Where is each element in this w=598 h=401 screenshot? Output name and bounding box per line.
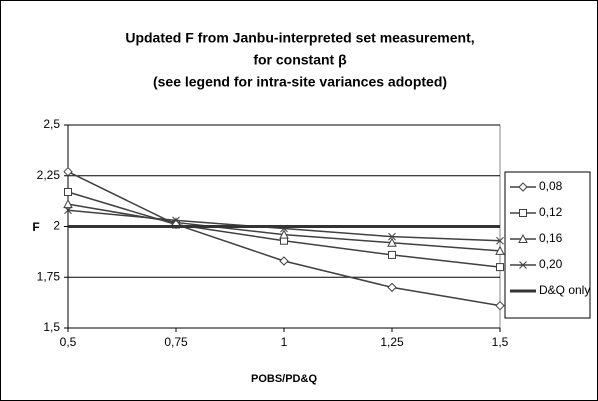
y-tick-label: 1,5 (43, 320, 60, 334)
x-axis-label: POBS/PD&Q (251, 373, 317, 385)
marker (496, 263, 504, 272)
marker (519, 261, 527, 269)
marker (495, 300, 505, 311)
y-tick-label: 2,5 (43, 117, 60, 131)
legend-label: D&Q only (539, 283, 590, 297)
chart-title: for constant β (253, 52, 347, 68)
marker (519, 209, 527, 217)
marker (518, 233, 528, 243)
x-tick-label: 1 (281, 335, 288, 349)
marker (387, 237, 397, 247)
legend-label: 0,12 (539, 205, 563, 219)
x-tick-label: 0,75 (164, 335, 188, 349)
marker (279, 229, 289, 239)
marker (64, 187, 72, 196)
marker (496, 236, 504, 245)
marker (172, 216, 180, 225)
x-tick-label: 1,25 (380, 335, 404, 349)
marker (63, 199, 73, 209)
legend-label: 0,16 (539, 231, 563, 245)
y-axis-label: F (32, 220, 39, 234)
marker (63, 166, 73, 177)
x-tick-label: 0,5 (60, 335, 77, 349)
y-tick-label: 2,25 (37, 168, 61, 182)
marker (279, 256, 289, 266)
legend-box (504, 171, 591, 319)
legend-label: 0,08 (539, 179, 563, 193)
x-tick-label: 1,5 (492, 335, 509, 349)
marker (388, 232, 396, 241)
chart-title: Updated F from Janbu-interpreted set mea… (125, 30, 474, 46)
marker (387, 282, 397, 293)
legend-label: 0,20 (539, 257, 563, 271)
marker (64, 206, 72, 215)
y-tick-label: 1,75 (37, 269, 61, 283)
chart-title: (see legend for intra-site variances ado… (153, 74, 447, 90)
marker (388, 250, 396, 259)
marker (518, 182, 528, 192)
y-tick-label: 2 (53, 219, 60, 233)
marker (495, 245, 505, 255)
